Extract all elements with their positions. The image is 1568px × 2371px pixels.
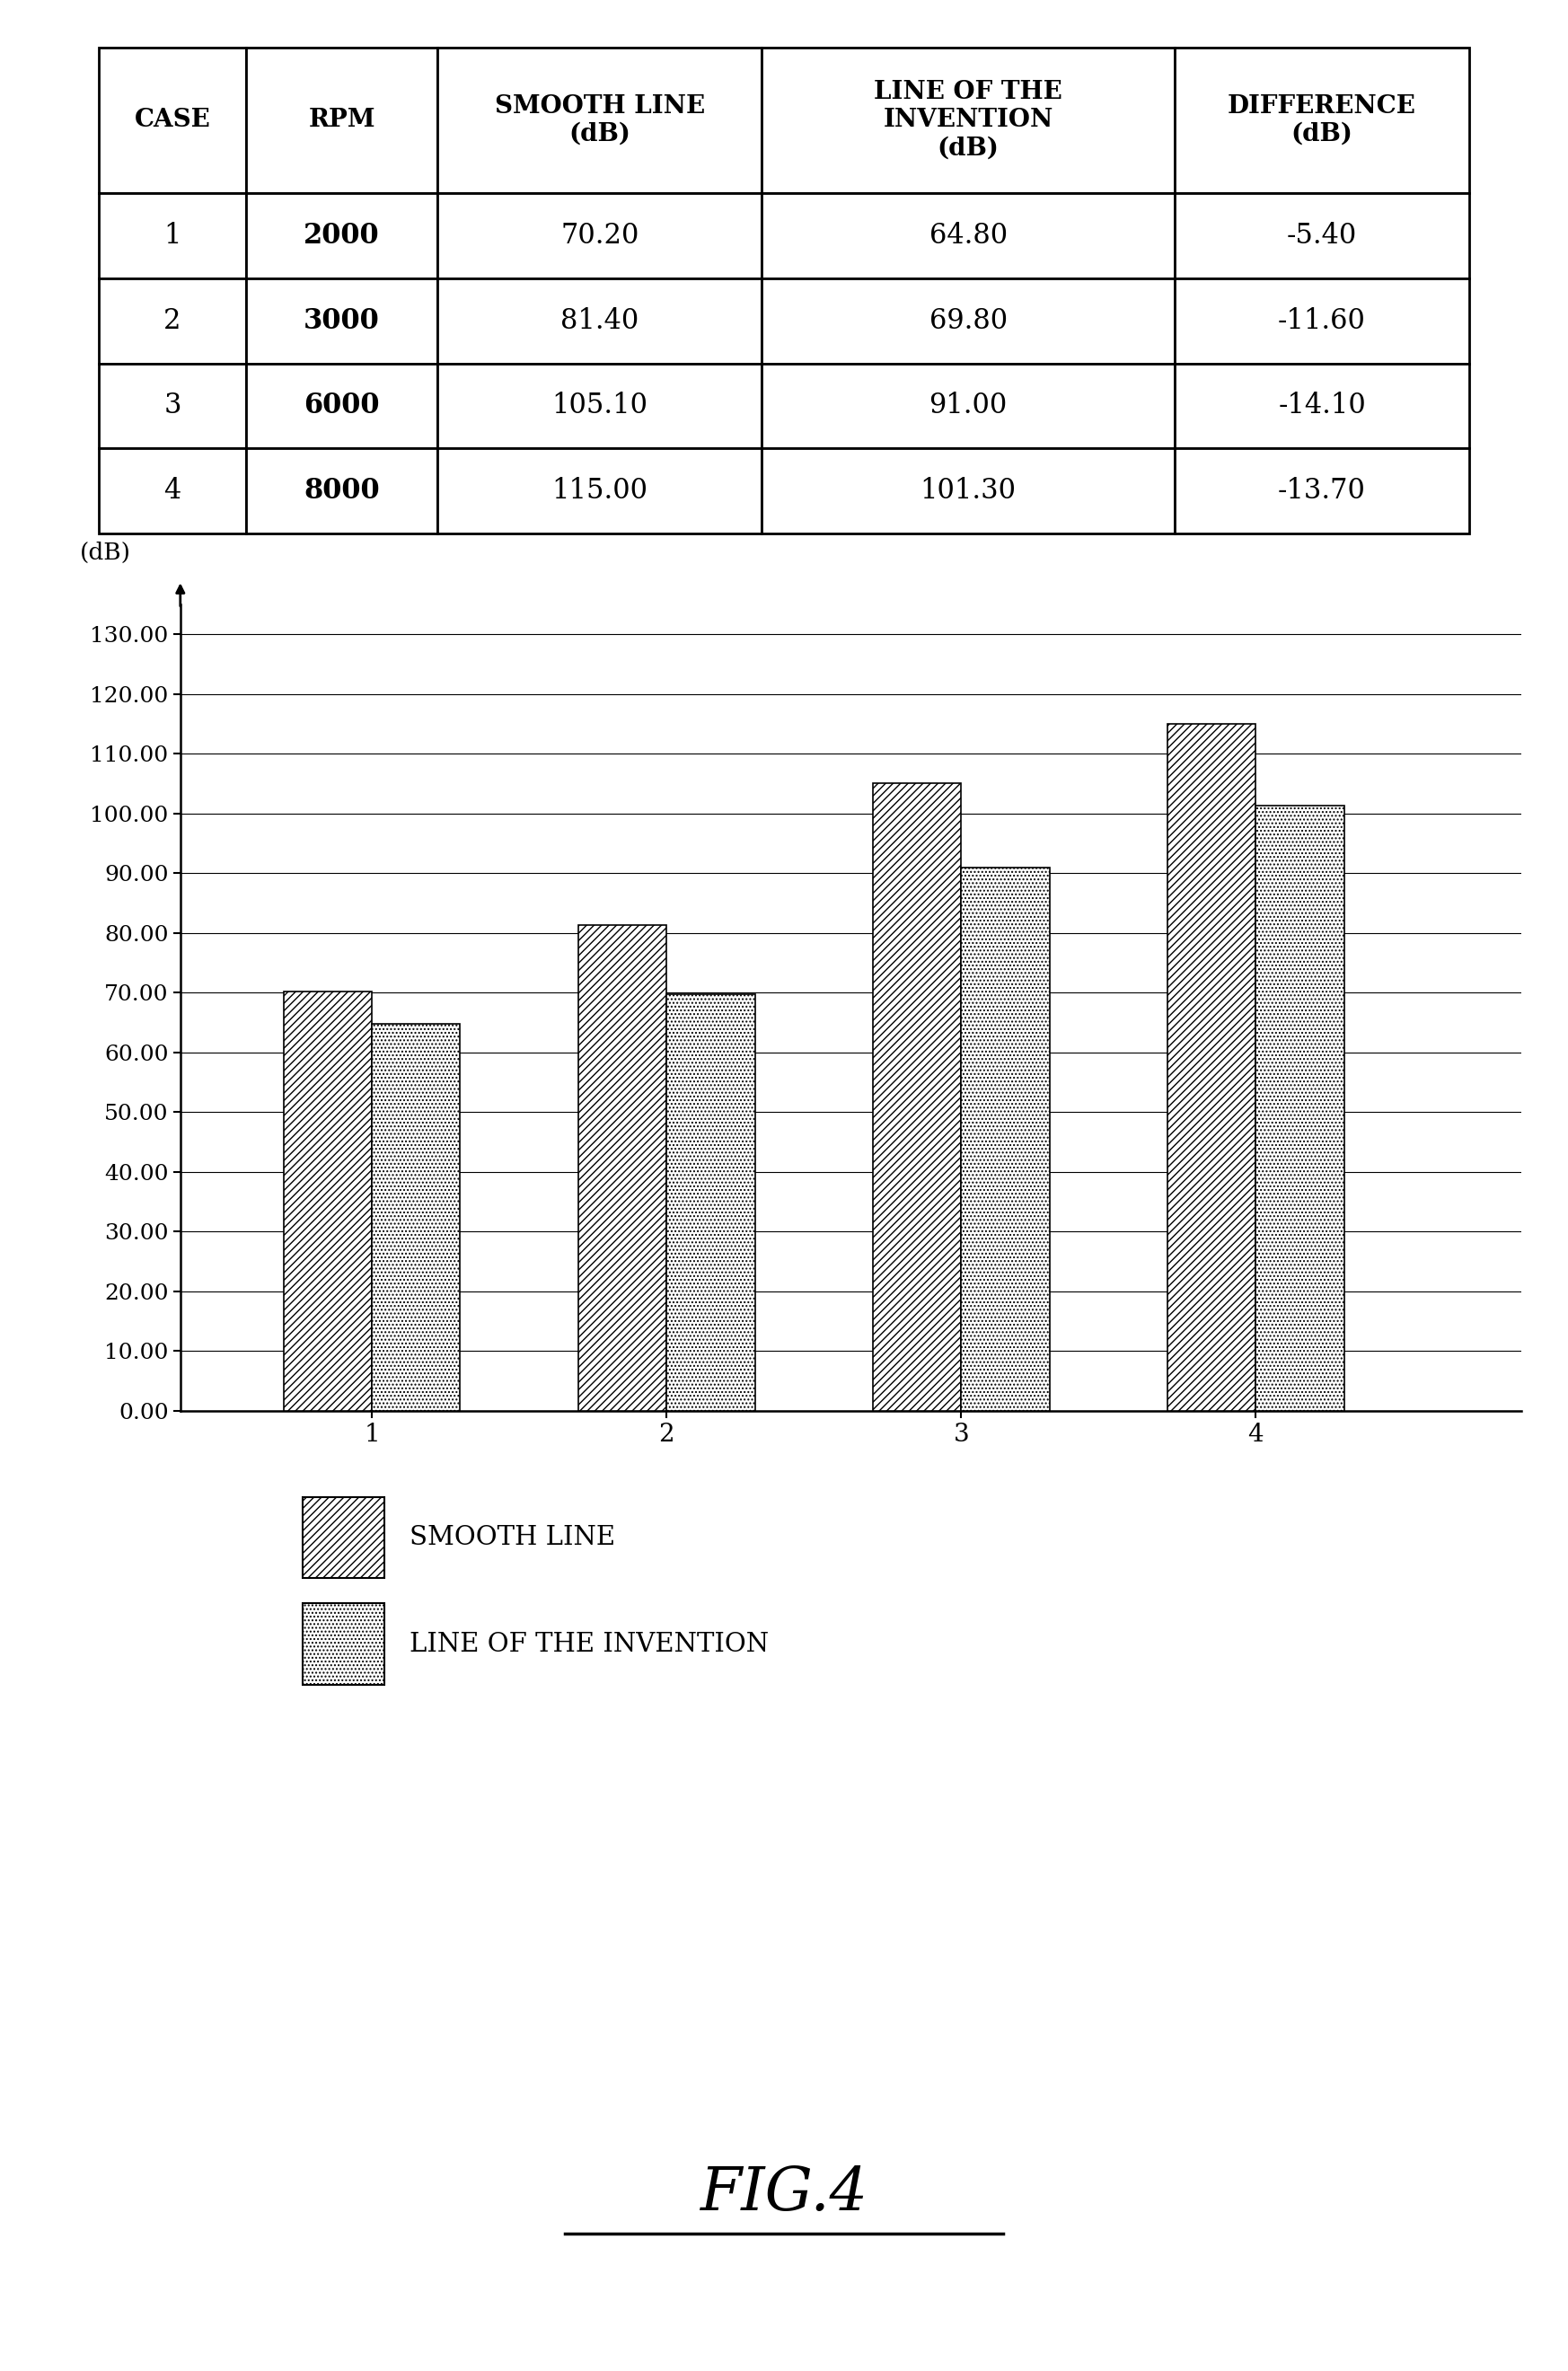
Bar <box>284 991 372 1411</box>
Text: SMOOTH LINE: SMOOTH LINE <box>409 1525 615 1551</box>
Text: (dB): (dB) <box>80 543 132 564</box>
Bar <box>303 1496 384 1579</box>
Bar <box>579 925 666 1411</box>
Bar <box>666 993 754 1411</box>
Bar <box>303 1603 384 1683</box>
Bar <box>1168 723 1256 1411</box>
Bar <box>372 1024 461 1411</box>
Bar <box>1256 806 1344 1411</box>
Text: FIG.4: FIG.4 <box>699 2165 869 2222</box>
Bar <box>873 782 961 1411</box>
Bar <box>961 868 1049 1411</box>
Text: LINE OF THE INVENTION: LINE OF THE INVENTION <box>409 1631 768 1657</box>
